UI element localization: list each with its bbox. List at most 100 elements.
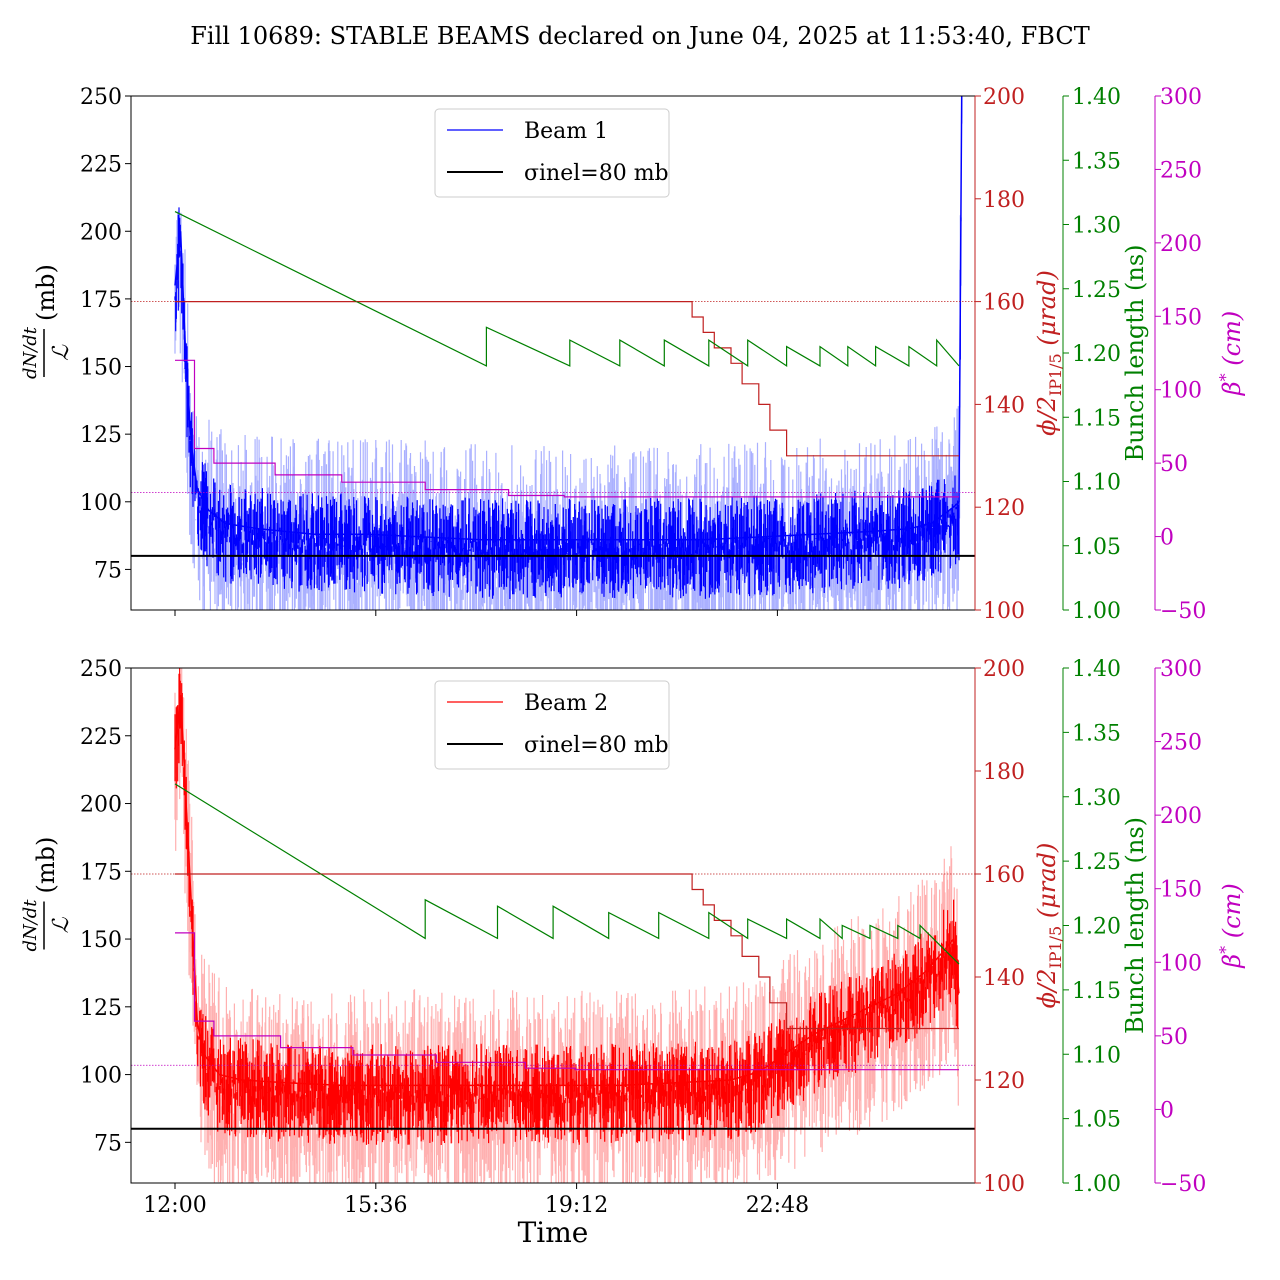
panel-beam2: 75 100 125 150 175 200 225 250 dN/dt ℒ (mb) 100 120 1… xyxy=(20,657,1246,1218)
bunch-tick-label: 1.10 xyxy=(1072,1043,1121,1068)
crossing-axis-label: ϕ/2IP1/5 (μrad) xyxy=(1033,843,1065,1009)
y-tick-label: 200 xyxy=(80,220,122,245)
bunch-tick-label: 1.15 xyxy=(1072,406,1121,431)
x-axis-label: Time xyxy=(518,1216,589,1249)
y-tick-label: 75 xyxy=(94,558,122,583)
y-tick-label: 100 xyxy=(80,1064,122,1089)
legend-label-beam: Beam 1 xyxy=(524,119,608,144)
y-label-unit: (mb) xyxy=(32,264,60,321)
y-tick-label: 175 xyxy=(80,860,122,885)
y-tick-label: 250 xyxy=(80,657,122,682)
bunch-tick-label: 1.00 xyxy=(1072,1172,1121,1197)
bunch-axis-label: Bunch length (ns) xyxy=(1121,244,1149,461)
legend-box xyxy=(434,680,670,770)
beta-tick-label: 100 xyxy=(1160,379,1202,404)
beta-line xyxy=(175,932,959,1071)
crossing-tick-label: 140 xyxy=(983,393,1025,418)
beta-tick-label: 0 xyxy=(1160,1098,1174,1123)
legend-label-sigma: σinel=80 mb xyxy=(524,733,669,758)
y-label-numerator: dN/dt xyxy=(20,899,41,952)
y-tick-label: 250 xyxy=(80,85,122,110)
rate-envelope-dark xyxy=(174,96,963,599)
crossing-tick-label: 180 xyxy=(983,188,1025,213)
y-axis-label: dN/dt ℒ (mb) xyxy=(20,264,74,379)
y-tick-label: 200 xyxy=(80,793,122,818)
bunch-tick-label: 1.30 xyxy=(1072,786,1121,811)
crossing-tick-label: 120 xyxy=(983,496,1025,521)
bunch-tick-label: 1.00 xyxy=(1072,599,1121,624)
crossing-tick-label: 140 xyxy=(983,966,1025,991)
crossing-tick-label: 160 xyxy=(983,291,1025,316)
bunch-tick-label: 1.40 xyxy=(1072,85,1121,110)
bunch-tick-label: 1.20 xyxy=(1072,342,1121,367)
crossing-tick-label: 180 xyxy=(983,760,1025,785)
bunch-axis-label: Bunch length (ns) xyxy=(1121,817,1149,1034)
beta-tick-label: 250 xyxy=(1160,158,1202,183)
x-tick-label: 22:48 xyxy=(746,1193,809,1218)
beta-tick-label: 100 xyxy=(1160,951,1202,976)
bunch-tick-label: 1.25 xyxy=(1072,278,1121,303)
crossing-tick-label: 160 xyxy=(983,863,1025,888)
crossing-axis-label: ϕ/2IP1/5 (μrad) xyxy=(1033,270,1065,436)
y-tick-label: 225 xyxy=(80,725,122,750)
bunch-line xyxy=(174,211,960,368)
bunch-line xyxy=(174,783,960,965)
beta-tick-label: 0 xyxy=(1160,526,1174,551)
x-tick-label: 15:36 xyxy=(344,1193,407,1218)
y-tick-label: 75 xyxy=(94,1131,122,1156)
bunch-tick-label: 1.35 xyxy=(1072,721,1121,746)
rate-band xyxy=(174,96,963,610)
y-tick-label: 125 xyxy=(80,423,122,448)
bunch-tick-label: 1.20 xyxy=(1072,915,1121,940)
rate-trend-line xyxy=(174,695,960,1087)
beta-line xyxy=(175,359,959,498)
crossing-line xyxy=(175,873,959,1030)
beta-tick-label: 300 xyxy=(1160,657,1202,682)
beta-tick-label: 200 xyxy=(1160,232,1202,257)
beta-axis-label: β* (cm) xyxy=(1216,311,1246,396)
beta-tick-label: 200 xyxy=(1160,804,1202,829)
crossing-tick-label: 200 xyxy=(983,657,1025,682)
panel-beam1: 75 100 125 150 175 200 225 250 dN/dt ℒ (mb) 100 120 1… xyxy=(20,85,1246,624)
legend-box xyxy=(434,108,670,198)
bunch-tick-label: 1.30 xyxy=(1072,214,1121,239)
legend-label-sigma: σinel=80 mb xyxy=(524,161,669,186)
crossing-tick-label: 120 xyxy=(983,1069,1025,1094)
y-label-unit: (mb) xyxy=(32,837,60,894)
beta-tick-label: 300 xyxy=(1160,85,1202,110)
beta-tick-label: 150 xyxy=(1160,305,1202,330)
bunch-tick-label: 1.35 xyxy=(1072,149,1121,174)
legend: Beam 2 σinel=80 mb xyxy=(434,680,670,770)
bunch-tick-label: 1.25 xyxy=(1072,850,1121,875)
crossing-tick-label: 200 xyxy=(983,85,1025,110)
beta-tick-label: 250 xyxy=(1160,731,1202,756)
y-label-numerator: dN/dt xyxy=(20,326,41,379)
legend-label-beam: Beam 2 xyxy=(524,691,608,716)
y-tick-label: 125 xyxy=(80,996,122,1021)
y-tick-label: 175 xyxy=(80,288,122,313)
rate-trend-line xyxy=(174,96,963,541)
beta-tick-label: −50 xyxy=(1160,599,1206,624)
y-tick-label: 150 xyxy=(80,928,122,953)
crossing-tick-label: 100 xyxy=(983,1172,1025,1197)
beta-tick-label: 150 xyxy=(1160,878,1202,903)
bunch-tick-label: 1.15 xyxy=(1072,979,1121,1004)
y-tick-label: 225 xyxy=(80,153,122,178)
legend: Beam 1 σinel=80 mb xyxy=(434,108,670,198)
figure-title: Fill 10689: STABLE BEAMS declared on Jun… xyxy=(190,22,1090,50)
bunch-tick-label: 1.10 xyxy=(1072,471,1121,496)
beta-tick-label: 50 xyxy=(1160,452,1188,477)
bunch-tick-label: 1.05 xyxy=(1072,535,1121,560)
x-tick-label: 19:12 xyxy=(545,1193,608,1218)
crossing-tick-label: 100 xyxy=(983,599,1025,624)
beta-tick-label: −50 xyxy=(1160,1172,1206,1197)
bunch-tick-label: 1.40 xyxy=(1072,657,1121,682)
beta-tick-label: 50 xyxy=(1160,1025,1188,1050)
y-label-denominator: ℒ xyxy=(49,344,74,361)
bunch-tick-label: 1.05 xyxy=(1072,1108,1121,1133)
y-label-denominator: ℒ xyxy=(49,916,74,933)
y-axis-label: dN/dt ℒ (mb) xyxy=(20,837,74,952)
y-tick-label: 150 xyxy=(80,356,122,381)
x-tick-label: 12:00 xyxy=(143,1193,206,1218)
